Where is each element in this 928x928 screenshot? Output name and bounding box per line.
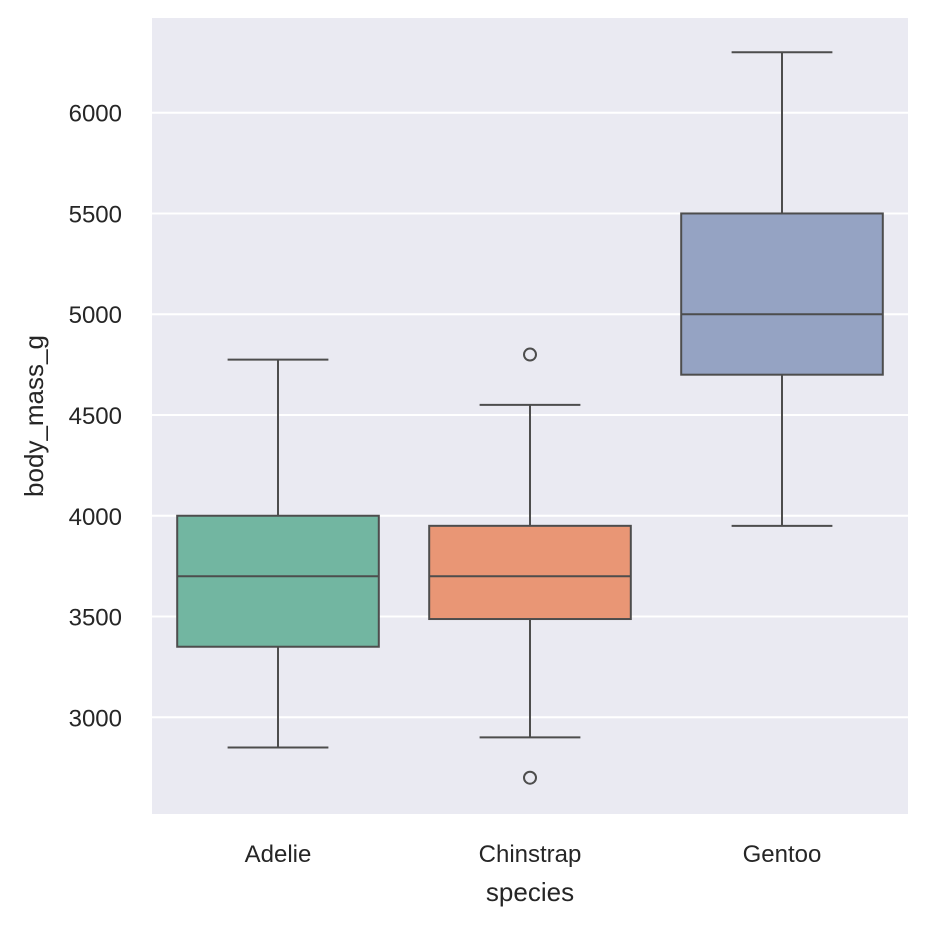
y-tick-label: 4000 — [69, 504, 122, 531]
iqr-box — [428, 524, 632, 621]
box-group-adelie — [176, 358, 380, 749]
iqr-box — [680, 212, 884, 376]
x-tick-label: Gentoo — [743, 841, 822, 868]
x-tick-label: Adelie — [245, 841, 312, 868]
outlier-point — [523, 770, 537, 785]
y-tick-label: 3500 — [69, 605, 122, 632]
box-group-chinstrap — [428, 347, 632, 785]
x-tick-label: Chinstrap — [479, 841, 582, 868]
x-axis-label: species — [486, 877, 574, 907]
box-group-gentoo — [680, 51, 884, 527]
y-tick-label: 6000 — [69, 101, 122, 128]
outlier-point — [523, 347, 537, 362]
y-tick-label: 5000 — [69, 302, 122, 329]
iqr-box — [176, 514, 380, 648]
boxes-layer — [176, 51, 884, 785]
y-tick-labels: 3000 3500 4000 4500 5000 5500 6000 — [69, 101, 122, 733]
x-tick-labels: Adelie Chinstrap Gentoo — [245, 841, 822, 868]
y-tick-label: 4500 — [69, 403, 122, 430]
y-axis-label: body_mass_g — [19, 335, 49, 497]
y-tick-label: 3000 — [69, 705, 122, 732]
y-tick-label: 5500 — [69, 201, 122, 228]
